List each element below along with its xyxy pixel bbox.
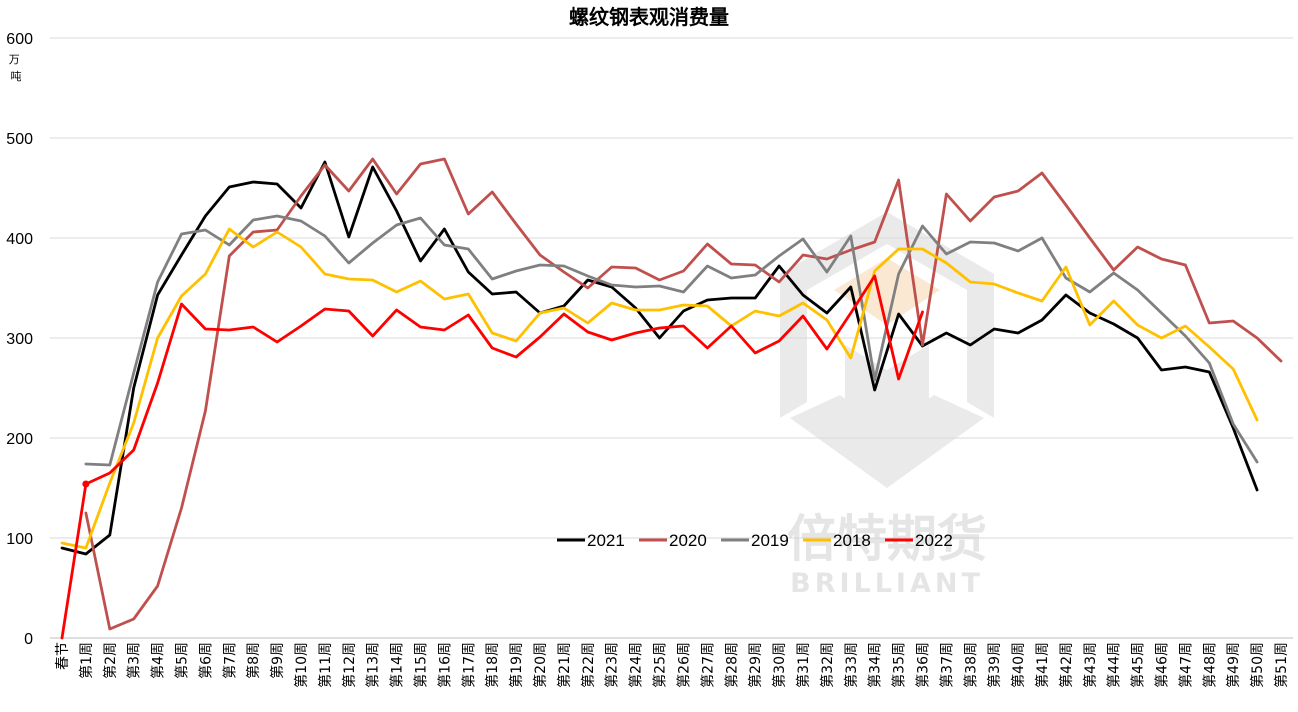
x-tick-label: 第48周 (1201, 642, 1218, 688)
x-tick-label: 第35周 (891, 642, 908, 688)
legend-label-2018: 2018 (833, 531, 871, 550)
x-tick-label: 第13周 (365, 642, 382, 688)
series-line-2018 (60, 227, 1259, 550)
legend-label-2022: 2022 (915, 531, 953, 550)
x-tick-label: 第17周 (460, 642, 477, 688)
x-tick-label: 春节 (55, 642, 71, 670)
x-tick-label: 第16周 (436, 642, 453, 688)
legend-label-2019: 2019 (751, 531, 789, 550)
x-tick-label: 第44周 (1106, 642, 1123, 688)
x-tick-label: 第27周 (699, 642, 716, 688)
x-tick-label: 第5周 (173, 642, 190, 679)
x-axis-ticks: 春节 第1周 第2周 第3周 第4周 第5周 第6周 第7周 第8周 第9周 第10周 第11周 第12… (55, 642, 1290, 688)
x-tick-label: 第15周 (413, 642, 430, 688)
y-tick-label-0: 0 (24, 631, 33, 648)
series-line-2021 (60, 160, 1259, 556)
series-line-2020 (84, 157, 1283, 631)
y-tick-label-100: 100 (6, 531, 33, 548)
x-tick-label: 第6周 (197, 642, 214, 679)
x-tick-label: 第45周 (1130, 642, 1147, 688)
gridlines (50, 37, 1293, 639)
x-tick-label: 第49周 (1225, 642, 1242, 688)
x-tick-label: 第18周 (484, 642, 501, 688)
x-tick-label: 第11周 (317, 642, 334, 688)
x-tick-label: 第24周 (628, 642, 645, 688)
x-tick-label: 第34周 (867, 642, 884, 688)
x-tick-label: 第36周 (914, 642, 931, 688)
x-tick-label: 第37周 (938, 642, 955, 688)
x-tick-label: 第33周 (843, 642, 860, 688)
x-tick-label: 第31周 (795, 642, 812, 688)
x-tick-label: 第38周 (962, 642, 979, 688)
x-tick-label: 第4周 (150, 642, 167, 679)
series-2022-marker (82, 480, 90, 488)
x-tick-label: 第2周 (102, 642, 119, 679)
x-tick-label: 第14周 (389, 642, 406, 688)
x-tick-label: 第50周 (1249, 642, 1266, 688)
y-unit-label: 万 吨 (9, 53, 24, 83)
x-tick-label: 第10周 (293, 642, 310, 688)
x-tick-label: 第28周 (723, 642, 740, 688)
x-tick-label: 第40周 (1010, 642, 1027, 688)
x-tick-label: 第43周 (1082, 642, 1099, 688)
x-tick-label: 第39周 (986, 642, 1003, 688)
x-tick-label: 第23周 (604, 642, 621, 688)
legend-label-2020: 2020 (669, 531, 707, 550)
series-line-2019 (84, 214, 1259, 467)
x-tick-label: 第21周 (556, 642, 573, 688)
y-tick-label-400: 400 (6, 231, 33, 248)
x-tick-label: 第25周 (652, 642, 669, 688)
logo-base (790, 395, 984, 488)
x-tick-label: 第26周 (675, 642, 692, 688)
series-lines (60, 157, 1283, 640)
y-axis-ticks: 0 100 200 300 400 500 600 (6, 31, 33, 648)
x-tick-label: 第8周 (245, 642, 262, 679)
x-tick-label: 第41周 (1034, 642, 1051, 688)
x-tick-label: 第29周 (747, 642, 764, 688)
x-tick-label: 第30周 (771, 642, 788, 688)
x-tick-label: 第7周 (221, 642, 238, 679)
x-tick-label: 第19周 (508, 642, 525, 688)
legend: 2021 2020 2019 2018 2022 (557, 531, 953, 550)
x-tick-label: 第1周 (78, 642, 95, 679)
x-tick-label: 第32周 (819, 642, 836, 688)
x-tick-label: 第9周 (269, 642, 286, 679)
x-tick-label: 第3周 (126, 642, 143, 679)
x-tick-label: 第20周 (532, 642, 549, 688)
x-tick-label: 第46周 (1154, 642, 1171, 688)
legend-label-2021: 2021 (587, 531, 625, 550)
watermark-brand-en: BRILLIANT (790, 568, 984, 599)
series-line-2022 (60, 274, 924, 640)
x-tick-label: 第47周 (1177, 642, 1194, 688)
x-tick-label: 第51周 (1273, 642, 1290, 688)
x-tick-label: 第22周 (580, 642, 597, 688)
y-tick-label-200: 200 (6, 431, 33, 448)
y-tick-label-500: 500 (6, 131, 33, 148)
chart-title: 螺纹钢表观消费量 (569, 5, 729, 29)
y-tick-label-300: 300 (6, 331, 33, 348)
x-tick-label: 第12周 (341, 642, 358, 688)
x-tick-label: 第42周 (1058, 642, 1075, 688)
y-tick-label-600: 600 (6, 31, 33, 48)
